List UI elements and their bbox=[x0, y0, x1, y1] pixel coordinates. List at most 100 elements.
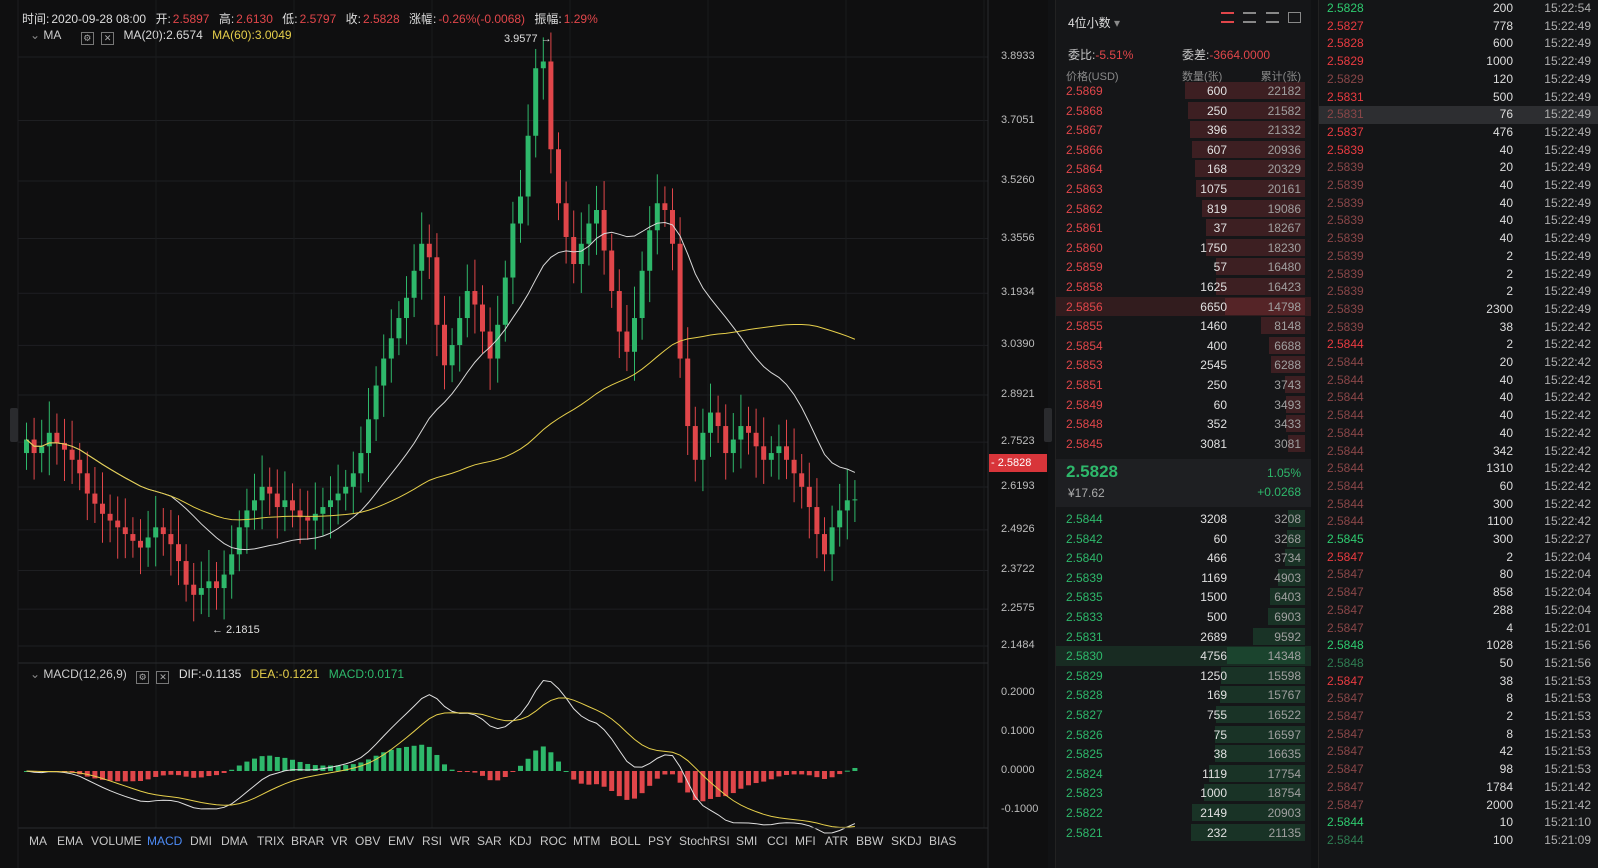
candle bbox=[92, 467, 98, 523]
indicator-tab-boll[interactable]: BOLL bbox=[610, 834, 641, 848]
trade-qty: 20 bbox=[1499, 355, 1513, 369]
indicator-tab-wr[interactable]: WR bbox=[450, 834, 470, 848]
macd-close-icon[interactable]: ✕ bbox=[156, 671, 170, 684]
trade-time: 15:21:53 bbox=[1544, 691, 1591, 706]
right-collapse-handle[interactable] bbox=[1044, 408, 1052, 442]
row-price: 2.5826 bbox=[1066, 727, 1103, 742]
expand-icon[interactable] bbox=[1288, 12, 1301, 23]
ask-row[interactable]: 2.5861 37 18267 bbox=[1056, 218, 1311, 238]
ask-row[interactable]: 2.5869 600 22182 bbox=[1056, 81, 1311, 101]
macd-bar bbox=[799, 771, 805, 775]
row-price: 2.5839 bbox=[1066, 570, 1103, 585]
collapse-macd-icon[interactable]: ⌄ bbox=[30, 667, 41, 681]
bid-row[interactable]: 2.5826 75 16597 bbox=[1056, 725, 1311, 745]
macd-bar bbox=[434, 754, 440, 771]
view-asks-icon[interactable] bbox=[1265, 12, 1279, 23]
indicator-tab-rsi[interactable]: RSI bbox=[422, 834, 443, 848]
bid-row[interactable]: 2.5825 38 16635 bbox=[1056, 744, 1311, 764]
left-collapse-handle[interactable] bbox=[10, 408, 18, 442]
ma-settings-icon[interactable]: ⚙ bbox=[80, 32, 94, 45]
indicator-tab-stochrsi[interactable]: StochRSI bbox=[679, 834, 730, 848]
ask-row[interactable]: 2.5860 1750 18230 bbox=[1056, 238, 1311, 258]
trade-row: 2.5829 1000 15:22:49 bbox=[1319, 53, 1598, 71]
candle bbox=[381, 334, 387, 417]
ma-close-icon[interactable]: ✕ bbox=[101, 32, 115, 45]
indicator-tab-trix[interactable]: TRIX bbox=[257, 834, 285, 848]
change-label: 涨幅: bbox=[409, 12, 437, 26]
ask-row[interactable]: 2.5864 168 20329 bbox=[1056, 159, 1311, 179]
bid-row[interactable]: 2.5830 4756 14348 bbox=[1056, 646, 1311, 666]
ask-row[interactable]: 2.5868 250 21582 bbox=[1056, 101, 1311, 121]
ask-row[interactable]: 2.5862 819 19086 bbox=[1056, 199, 1311, 219]
trade-qty: 1784 bbox=[1486, 779, 1513, 794]
macd-bar bbox=[168, 771, 174, 775]
indicator-tab-bias[interactable]: BIAS bbox=[929, 834, 957, 848]
bid-row[interactable]: 2.5827 755 16522 bbox=[1056, 705, 1311, 725]
ask-row[interactable]: 2.5855 1460 8148 bbox=[1056, 316, 1311, 336]
ask-row[interactable]: 2.5858 1625 16423 bbox=[1056, 277, 1311, 297]
macd-settings-icon[interactable]: ⚙ bbox=[136, 671, 150, 684]
indicator-tab-atr[interactable]: ATR bbox=[825, 834, 849, 848]
bid-row[interactable]: 2.5842 60 3268 bbox=[1056, 529, 1311, 549]
indicator-tab-smi[interactable]: SMI bbox=[736, 834, 758, 848]
bid-row[interactable]: 2.5829 1250 15598 bbox=[1056, 666, 1311, 686]
ask-row[interactable]: 2.5856 6650 14798 bbox=[1056, 296, 1311, 317]
ask-row[interactable]: 2.5853 2545 6288 bbox=[1056, 355, 1311, 375]
indicator-tab-dmi[interactable]: DMI bbox=[190, 834, 212, 848]
ask-row[interactable]: 2.5849 60 3493 bbox=[1056, 395, 1311, 415]
indicator-tab-vr[interactable]: VR bbox=[331, 834, 348, 848]
bid-row[interactable]: 2.5833 500 6903 bbox=[1056, 607, 1311, 627]
indicator-tab-obv[interactable]: OBV bbox=[355, 834, 381, 848]
kline-chart-panel[interactable]: 时间: 2020-09-28 08:00 开: 2.5897 高: 2.6130 低:… bbox=[0, 0, 1052, 868]
indicator-tab-dma[interactable]: DMA bbox=[221, 834, 248, 848]
bid-row[interactable]: 2.5828 169 15767 bbox=[1056, 685, 1311, 705]
ask-row[interactable]: 2.5863 1075 20161 bbox=[1056, 179, 1311, 199]
candlestick-chart[interactable] bbox=[0, 0, 1048, 868]
indicator-tab-ma[interactable]: MA bbox=[29, 834, 47, 848]
depth-bar bbox=[1221, 666, 1305, 684]
ask-row[interactable]: 2.5866 607 20936 bbox=[1056, 140, 1311, 160]
indicator-tab-roc[interactable]: ROC bbox=[540, 834, 567, 848]
precision-select[interactable]: 4位小数 ▾ bbox=[1068, 14, 1120, 31]
indicator-tab-macd[interactable]: MACD bbox=[147, 834, 183, 848]
bid-row[interactable]: 2.5844 3208 3208 bbox=[1056, 509, 1311, 529]
indicator-tab-cci[interactable]: CCI bbox=[767, 834, 788, 848]
indicator-tab-brar[interactable]: BRAR bbox=[291, 834, 325, 848]
collapse-ma-icon[interactable]: ⌄ bbox=[30, 28, 41, 42]
indicator-tab-mtm[interactable]: MTM bbox=[573, 834, 601, 848]
indicator-tab-psy[interactable]: PSY bbox=[648, 834, 673, 848]
indicator-tab-ema[interactable]: EMA bbox=[57, 834, 84, 848]
indicator-tab-bbw[interactable]: BBW bbox=[856, 834, 884, 848]
indicator-tab-skdj[interactable]: SKDJ bbox=[891, 834, 922, 848]
bid-row[interactable]: 2.5840 466 3734 bbox=[1056, 548, 1311, 568]
indicator-tab-mfi[interactable]: MFI bbox=[795, 834, 816, 848]
indicator-tab-volume[interactable]: VOLUME bbox=[91, 834, 142, 848]
macd-bar bbox=[784, 771, 789, 775]
bid-row[interactable]: 2.5824 1119 17754 bbox=[1056, 764, 1311, 784]
bid-row[interactable]: 2.5835 1500 6403 bbox=[1056, 587, 1311, 607]
ask-row[interactable]: 2.5854 400 6688 bbox=[1056, 336, 1311, 356]
candle bbox=[852, 480, 858, 523]
row-qty: 250 bbox=[1206, 378, 1227, 392]
candle bbox=[442, 295, 447, 390]
indicator-tab-sar[interactable]: SAR bbox=[477, 834, 502, 848]
view-bids-icon[interactable] bbox=[1243, 12, 1257, 23]
row-cum: 3208 bbox=[1274, 512, 1301, 526]
bid-row[interactable]: 2.5839 1169 4903 bbox=[1056, 568, 1311, 588]
bid-row[interactable]: 2.5821 232 21135 bbox=[1056, 823, 1311, 843]
candle bbox=[540, 37, 546, 100]
trade-price: 2.5844 bbox=[1327, 337, 1364, 352]
ask-row[interactable]: 2.5867 396 21332 bbox=[1056, 120, 1311, 140]
bid-row[interactable]: 2.5822 2149 20903 bbox=[1056, 803, 1311, 823]
indicator-tab-emv[interactable]: EMV bbox=[388, 834, 415, 848]
view-both-icon[interactable] bbox=[1220, 12, 1234, 23]
ask-row[interactable]: 2.5859 57 16480 bbox=[1056, 257, 1311, 277]
ask-row[interactable]: 2.5845 3081 3081 bbox=[1056, 434, 1311, 454]
indicator-tab-kdj[interactable]: KDJ bbox=[509, 834, 532, 848]
bid-row[interactable]: 2.5823 1000 18754 bbox=[1056, 783, 1311, 803]
ask-row[interactable]: 2.5851 250 3743 bbox=[1056, 375, 1311, 395]
ask-row[interactable]: 2.5848 352 3433 bbox=[1056, 414, 1311, 434]
candle bbox=[168, 509, 174, 576]
row-price: 2.5827 bbox=[1066, 708, 1103, 722]
bid-row[interactable]: 2.5831 2689 9592 bbox=[1056, 627, 1311, 647]
